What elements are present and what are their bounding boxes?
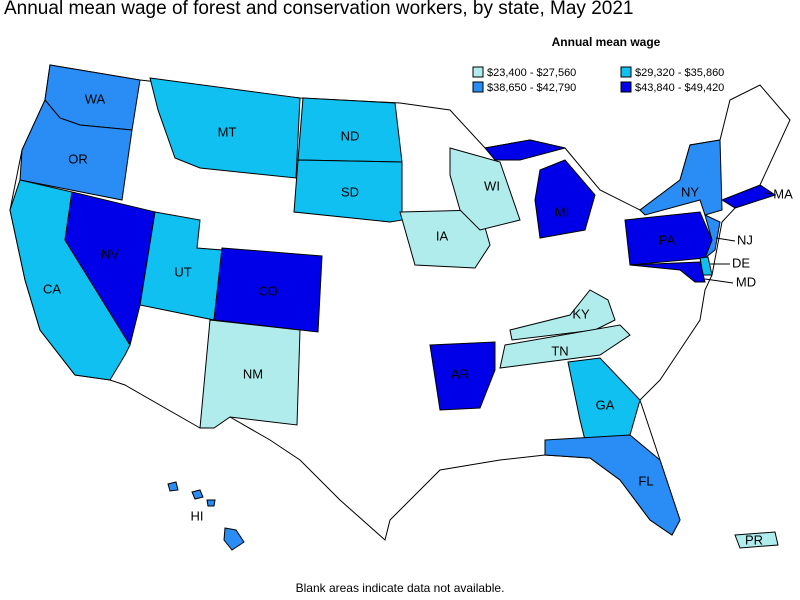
- state: MI: [484, 139, 596, 239]
- state-shape: [629, 261, 706, 283]
- state-label: KY: [572, 306, 590, 321]
- legend-label: $43,840 - $49,420: [635, 82, 724, 94]
- state: WI: [449, 147, 521, 231]
- legend-swatch: [620, 81, 632, 93]
- state-label: OR: [68, 151, 88, 166]
- state: AR: [429, 341, 496, 411]
- state-label: MI: [555, 204, 569, 219]
- state-label: UT: [174, 264, 191, 279]
- state-label: ND: [341, 128, 360, 143]
- state-shape: [429, 341, 496, 411]
- state-label: AR: [451, 366, 469, 381]
- state-shape: [167, 481, 179, 492]
- legend-swatch: [472, 81, 484, 93]
- state-label: WA: [85, 91, 106, 106]
- state: PR: [734, 531, 779, 549]
- state: TN: [499, 324, 631, 369]
- state-shape: [293, 159, 403, 223]
- state: CO: [213, 247, 323, 333]
- state-label: NM: [243, 366, 263, 381]
- state-label: CO: [258, 283, 278, 298]
- state: NY: [639, 139, 723, 216]
- state: OR: [19, 99, 133, 201]
- state-shape: [223, 527, 245, 551]
- state-label: PR: [745, 532, 763, 547]
- state-shape: [19, 99, 133, 201]
- legend-swatch: [472, 66, 484, 78]
- state-label: PA: [659, 232, 676, 247]
- state: MD: [629, 261, 756, 289]
- state: HI: [167, 481, 245, 551]
- state-shape: [64, 191, 156, 347]
- state-label: WI: [484, 178, 500, 193]
- state-shape: [191, 489, 204, 500]
- state: KY: [509, 289, 616, 341]
- state-label: FL: [638, 473, 653, 488]
- state-shape: [449, 147, 521, 231]
- leader-line: [764, 192, 773, 195]
- state: NM: [199, 319, 301, 429]
- state: NJ: [703, 214, 753, 260]
- leader-line: [704, 278, 734, 284]
- state-shape: [703, 214, 721, 260]
- state-label: MA: [773, 186, 793, 201]
- state-shape: [206, 499, 216, 507]
- state: ND: [297, 97, 403, 163]
- state-shape: [149, 77, 301, 179]
- leader-line: [715, 237, 736, 242]
- legend-label: $38,650 - $42,790: [487, 82, 576, 94]
- state-label: SD: [341, 184, 359, 199]
- state-shape: [213, 247, 323, 333]
- state: NV: [64, 191, 156, 347]
- state-label: HI: [191, 508, 204, 523]
- state-label: NJ: [737, 232, 753, 247]
- legend-label: $29,320 - $35,860: [635, 67, 724, 79]
- state-shape: [509, 289, 616, 341]
- state-label: TN: [551, 343, 568, 358]
- legend-title: Annual mean wage: [552, 35, 661, 49]
- state: DE: [699, 255, 750, 276]
- state-label: GA: [596, 397, 615, 412]
- state-label: CA: [43, 281, 61, 296]
- state-label: NV: [101, 246, 119, 261]
- state: SD: [293, 159, 403, 223]
- state-shape: [544, 434, 681, 536]
- state-shape: [484, 139, 566, 161]
- legend-swatch: [620, 66, 632, 78]
- legend: $23,400 - $27,560 $29,320 - $35,860 $38,65…: [472, 66, 724, 94]
- state-shape: [720, 184, 777, 209]
- state: MA: [720, 184, 793, 209]
- state-shape: [639, 139, 723, 216]
- state-label: NY: [681, 184, 699, 199]
- state-label: IA: [436, 228, 449, 243]
- legend-label: $23,400 - $27,560: [487, 67, 576, 79]
- title: Annual mean wage of forest and conservat…: [4, 0, 633, 19]
- state: PA: [624, 211, 713, 266]
- state-label: DE: [732, 255, 750, 270]
- state-label: MT: [218, 124, 237, 139]
- state: CA: [9, 179, 131, 381]
- state: MT: [149, 77, 301, 179]
- state-shape: [734, 531, 779, 549]
- state-shape: [499, 324, 631, 369]
- state: FL: [544, 434, 681, 536]
- state-label: MD: [736, 274, 756, 289]
- state-shape: [199, 319, 301, 429]
- note: Blank areas indicate data not available.: [296, 581, 505, 595]
- state-shape: [534, 159, 596, 239]
